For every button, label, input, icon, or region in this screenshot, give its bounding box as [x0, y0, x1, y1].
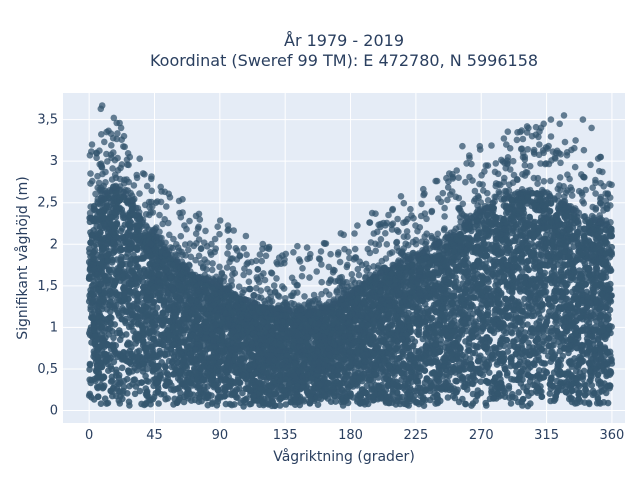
data-point: [222, 400, 230, 408]
data-point: [477, 378, 485, 386]
data-point: [471, 275, 478, 283]
data-point: [472, 397, 480, 405]
data-point: [118, 364, 126, 372]
data-point: [123, 331, 130, 338]
chart-title-line2: Koordinat (Sweref 99 TM): E 472780, N 59…: [150, 51, 538, 70]
data-point: [586, 400, 593, 408]
data-point: [363, 382, 371, 390]
data-point: [515, 389, 522, 396]
data-point: [111, 321, 119, 328]
data-point: [119, 211, 127, 219]
data-point: [580, 367, 588, 375]
data-point: [139, 368, 147, 375]
data-point: [469, 390, 477, 398]
data-point: [86, 366, 93, 373]
data-point: [401, 386, 409, 394]
chart-title-line1: År 1979 - 2019: [284, 31, 404, 50]
data-point: [444, 394, 452, 401]
data-point: [116, 336, 124, 344]
data-point: [97, 400, 105, 408]
data-points: [85, 102, 616, 410]
data-point: [101, 395, 109, 403]
